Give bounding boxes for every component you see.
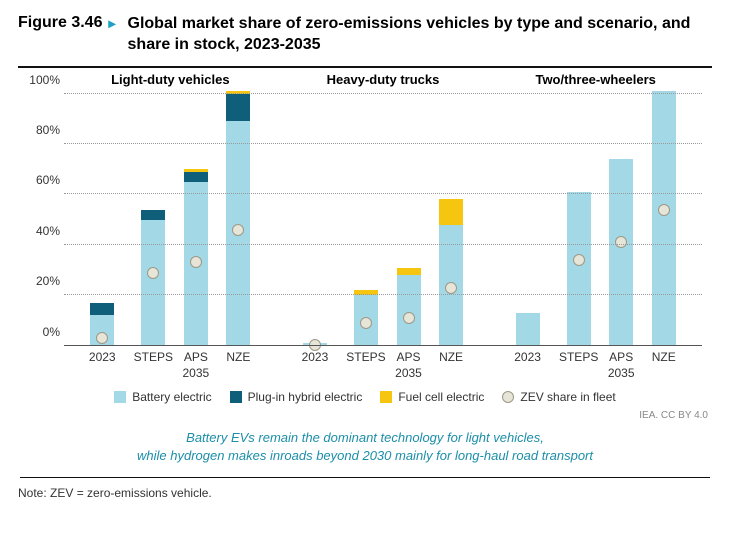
- legend-swatch: [230, 391, 242, 403]
- bar-segment-bev: [397, 275, 421, 346]
- bar: [652, 94, 676, 346]
- caption-line1: Battery EVs remain the dominant technolo…: [186, 430, 544, 445]
- bar: [226, 94, 250, 346]
- x-tick-label: NZE: [226, 350, 250, 364]
- bar: [439, 94, 463, 346]
- bar: [354, 94, 378, 346]
- legend-label: Fuel cell electric: [398, 390, 484, 404]
- x-tick-label: 2023: [89, 350, 116, 364]
- fleet-marker: [96, 332, 108, 344]
- chart: Light-duty vehiclesHeavy-duty trucksTwo/…: [64, 76, 702, 346]
- figure-container: Figure 3.46 ▸ Global market share of zer…: [0, 0, 730, 544]
- x-group-label: 2035: [182, 366, 209, 380]
- bar-segment-phev: [141, 210, 165, 220]
- panels: [64, 94, 702, 346]
- fleet-marker: [403, 312, 415, 324]
- fleet-marker: [615, 236, 627, 248]
- y-tick-label: 100%: [22, 73, 60, 87]
- bar-segment-bev: [567, 192, 591, 346]
- fleet-marker: [147, 267, 159, 279]
- bar: [397, 94, 421, 346]
- x-tick-label: STEPS: [559, 350, 598, 364]
- x-tick-label: NZE: [439, 350, 463, 364]
- y-tick-label: 0%: [22, 325, 60, 339]
- figure-header: Figure 3.46 ▸ Global market share of zer…: [18, 14, 712, 68]
- panel-title: Two/three-wheelers: [489, 72, 702, 92]
- y-tick-label: 60%: [22, 173, 60, 187]
- gridline: [64, 143, 702, 144]
- legend-label: Plug-in hybrid electric: [248, 390, 363, 404]
- figure-title: Global market share of zero-emissions ve…: [128, 14, 712, 56]
- bar: [609, 94, 633, 346]
- x-label-panel: 2023 STEPS APS NZE 2035: [64, 346, 277, 386]
- legend-item: Plug-in hybrid electric: [230, 390, 363, 404]
- legend-label: Battery electric: [132, 390, 211, 404]
- x-axis-labels: 2023STEPSAPSNZE20352023STEPSAPSNZE203520…: [64, 346, 702, 386]
- gridline: [64, 244, 702, 245]
- fleet-marker: [573, 254, 585, 266]
- legend: Battery electric Plug-in hybrid electric F…: [18, 390, 712, 404]
- x-tick-label: 2023: [514, 350, 541, 364]
- bar: [303, 94, 327, 346]
- legend-swatch: [114, 391, 126, 403]
- panel-titles: Light-duty vehiclesHeavy-duty trucksTwo/…: [64, 72, 702, 92]
- panel: [489, 94, 702, 346]
- bar: [141, 94, 165, 346]
- x-tick-label: APS: [609, 350, 633, 364]
- x-label-panel: 2023 STEPS APS NZE 2035: [489, 346, 702, 386]
- panel-title: Heavy-duty trucks: [277, 72, 490, 92]
- bar-segment-fcev: [439, 199, 463, 224]
- bar: [567, 94, 591, 346]
- caption-line2: while hydrogen makes inroads beyond 2030…: [137, 448, 593, 463]
- attribution: IEA. CC BY 4.0: [18, 410, 708, 421]
- fleet-marker: [190, 256, 202, 268]
- panel: [64, 94, 277, 346]
- fleet-marker: [232, 224, 244, 236]
- x-tick-label: APS: [184, 350, 208, 364]
- bar-segment-bev: [516, 313, 540, 346]
- y-tick-label: 40%: [22, 224, 60, 238]
- legend-label: ZEV share in fleet: [520, 390, 615, 404]
- panel-title: Light-duty vehicles: [64, 72, 277, 92]
- legend-item: Battery electric: [114, 390, 211, 404]
- x-label-panel: 2023 STEPS APS NZE 2035: [277, 346, 490, 386]
- panel: [277, 94, 490, 346]
- y-tick-label: 20%: [22, 274, 60, 288]
- x-group-label: 2035: [608, 366, 635, 380]
- legend-marker-icon: [502, 391, 514, 403]
- fleet-marker: [658, 204, 670, 216]
- bar-segment-fcev: [397, 268, 421, 276]
- fleet-marker: [445, 282, 457, 294]
- figure-number: Figure 3.46: [18, 14, 102, 32]
- plot-area: 0%20%40%60%80%100%: [64, 94, 702, 346]
- bar-segment-bev: [652, 91, 676, 346]
- bar: [90, 94, 114, 346]
- bar-segment-fcev: [184, 169, 208, 172]
- gridline: [64, 93, 702, 94]
- caption: Battery EVs remain the dominant technolo…: [20, 429, 710, 478]
- legend-item: ZEV share in fleet: [502, 390, 615, 404]
- x-group-label: 2035: [395, 366, 422, 380]
- figure-label: Figure 3.46 ▸: [18, 14, 116, 32]
- bar: [184, 94, 208, 346]
- y-tick-label: 80%: [22, 123, 60, 137]
- x-tick-label: STEPS: [346, 350, 385, 364]
- fleet-marker: [360, 317, 372, 329]
- x-tick-label: STEPS: [134, 350, 173, 364]
- bar: [516, 94, 540, 346]
- bar-segment-phev: [226, 94, 250, 122]
- legend-swatch: [380, 391, 392, 403]
- x-tick-label: APS: [397, 350, 421, 364]
- note: Note: ZEV = zero-emissions vehicle.: [18, 486, 712, 500]
- gridline: [64, 294, 702, 295]
- bar-segment-bev: [141, 220, 165, 346]
- chevron-icon: ▸: [108, 15, 115, 32]
- x-tick-label: 2023: [302, 350, 329, 364]
- bar-segment-phev: [184, 172, 208, 182]
- bar-segment-phev: [90, 303, 114, 316]
- x-tick-label: NZE: [652, 350, 676, 364]
- bar-segment-bev: [609, 159, 633, 345]
- legend-item: Fuel cell electric: [380, 390, 484, 404]
- gridline: [64, 193, 702, 194]
